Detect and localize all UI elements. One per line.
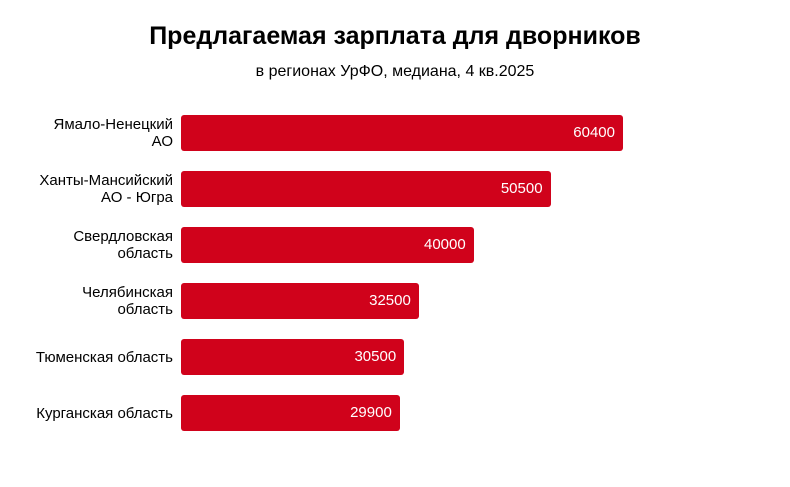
category-label: Челябинская область — [82, 284, 173, 318]
data-label: 29900 — [350, 404, 392, 421]
data-label: 32500 — [369, 292, 411, 309]
bar — [181, 171, 551, 207]
data-label: 60400 — [573, 124, 615, 141]
bar — [181, 115, 623, 151]
data-label: 50500 — [500, 180, 543, 197]
bar — [181, 339, 405, 375]
category-label: Тюменская область — [35, 348, 173, 366]
bar — [181, 283, 419, 319]
category-label: Курганская область — [36, 404, 173, 422]
category-label: Ханты-Мансийский АО - Югра — [39, 172, 173, 206]
chart-subtitle: в регионах УрФО, медиана, 4 кв.2025 — [255, 63, 535, 80]
bar — [181, 227, 474, 263]
category-label: Свердловская область — [73, 228, 173, 262]
data-label: 40000 — [423, 236, 466, 253]
bar — [181, 395, 400, 431]
category-label: Ямало-Ненецкий АО — [53, 116, 173, 150]
data-label: 30500 — [354, 348, 397, 365]
chart-title: Предлагаемая зарплата для дворников — [149, 22, 641, 50]
